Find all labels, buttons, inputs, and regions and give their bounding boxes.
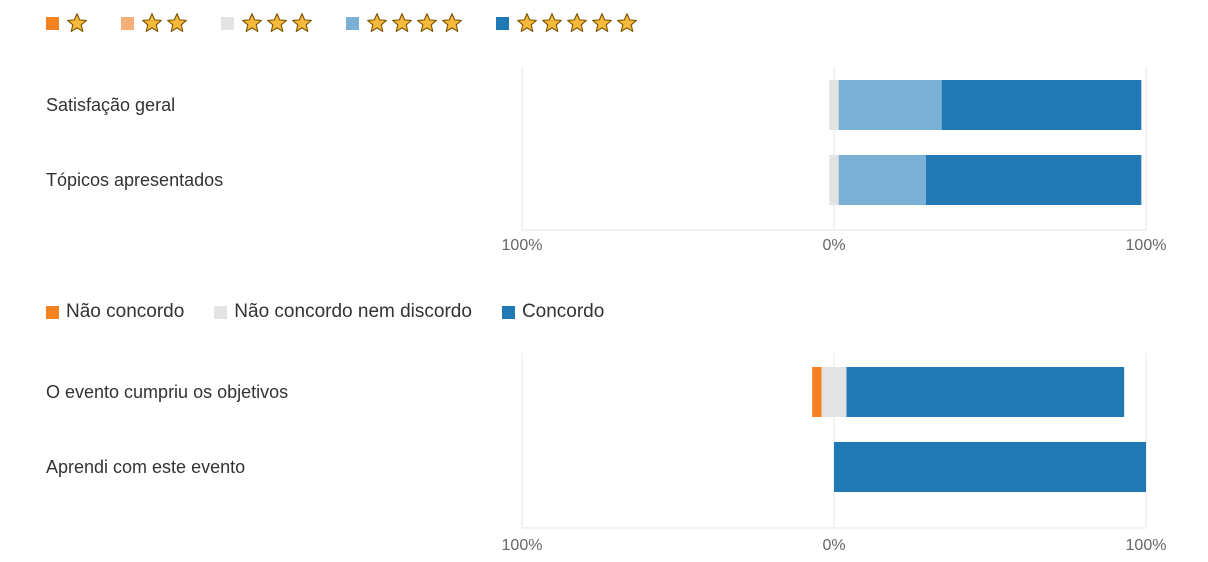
x-tick-label: 100% [502,537,543,554]
bar-segment[interactable] [838,80,942,130]
star-icon [292,13,312,32]
bar-segment[interactable] [834,442,1146,492]
star-icon [617,13,637,32]
x-tick-label: 0% [822,537,845,554]
rating-stars [66,12,91,34]
star-icon [167,13,187,32]
star-icon [417,13,437,32]
legend-item-1-stars[interactable] [46,12,91,34]
star-icon [392,13,412,32]
legend-label: Concordo [521,301,605,322]
legend-label: Não concordo [66,301,185,322]
legend-item-4-stars[interactable] [346,12,466,34]
rating-stars [241,12,316,34]
agreement-legend: Não concordo Não concordo nem discordo Con… [46,301,634,323]
star-icon [542,13,562,32]
legend-item-5-stars[interactable] [496,12,641,34]
bar-segment[interactable] [829,80,839,130]
category-label: Satisfação geral [46,95,175,115]
star-icon [592,13,612,32]
x-tick-label: 100% [1126,537,1167,554]
star-icon [367,13,387,32]
bar-segment[interactable] [926,155,1142,205]
rating-stars [141,12,191,34]
bar-segment[interactable] [846,367,1125,417]
star-icon [242,13,262,32]
bar-segment[interactable] [829,155,839,205]
legend-item-3-stars[interactable] [221,12,316,34]
legend-item-agreement[interactable]: Não concordo [46,301,184,323]
legend-label: Não concordo nem discordo [234,301,472,322]
legend-swatch [496,16,509,30]
category-label: Aprendi com este evento [46,457,245,477]
star-icon [567,13,587,32]
x-tick-label: 100% [502,237,543,254]
legend-swatch [46,16,59,30]
legend-swatch [214,305,228,319]
bar-segment[interactable] [812,367,822,417]
bar-segment[interactable] [838,155,927,205]
category-label: O evento cumpriu os objetivos [46,382,288,402]
star-icon [517,13,537,32]
legend-item-2-stars[interactable] [121,12,191,34]
legend-swatch [501,305,515,319]
bar-segment[interactable] [941,80,1142,130]
x-tick-label: 100% [1126,237,1167,254]
star-icon [267,13,287,32]
rating-legend [46,12,671,34]
category-label: Tópicos apresentados [46,170,223,190]
bar-segment[interactable] [821,367,847,417]
legend-item-agreement[interactable]: Concordo [501,301,605,323]
agreement-chart: 100% 0% 100% O evento cumpriu os objetivos A… [46,353,1167,554]
star-icon [142,13,162,32]
star-icon [67,13,87,32]
rating-stars [366,12,466,34]
legend-swatch [46,305,59,319]
rating-chart: 100% 0% 100% Satisfação geral Tópicos aprese… [46,67,1167,254]
star-icon [442,13,462,32]
legend-item-agreement[interactable]: Não concordo nem discordo [214,301,472,323]
legend-swatch [121,16,134,30]
legend-swatch [221,16,234,30]
x-tick-label: 0% [822,237,845,254]
rating-stars [516,12,641,34]
legend-swatch [346,16,359,30]
